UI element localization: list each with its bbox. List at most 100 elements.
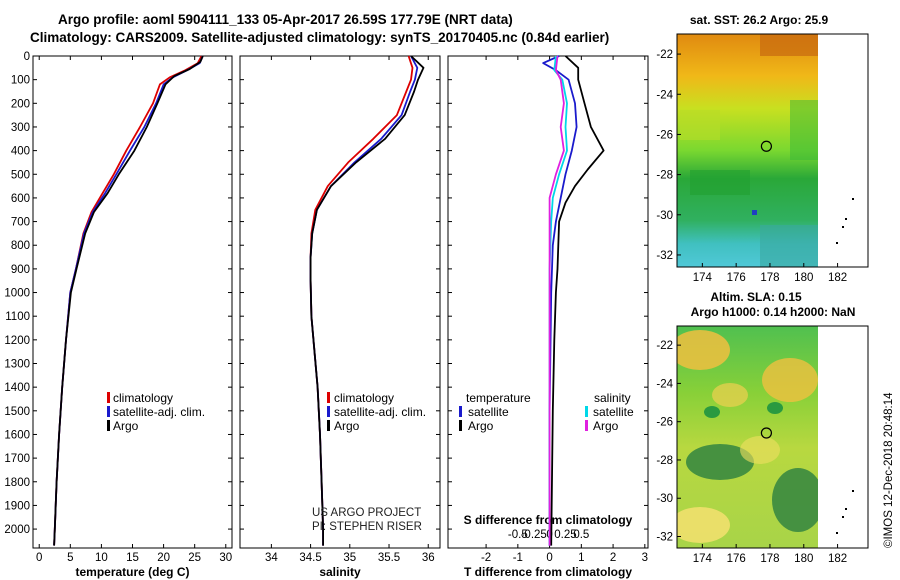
legend-title-temperature: temperature	[466, 391, 531, 405]
x-tick-label: 35.5	[378, 552, 400, 564]
map-y-tick-label: -28	[656, 170, 673, 182]
land-mask	[818, 34, 868, 267]
map-x-tick-label: 174	[693, 272, 713, 284]
salinity-legend: climatology satellite-adj. clim. Argo	[327, 391, 426, 433]
map-y-tick-label: -30	[656, 493, 673, 505]
x-tick-label: 0	[36, 552, 42, 564]
map-y-tick-label: -30	[656, 210, 673, 222]
depth-tick-label: 400	[11, 146, 30, 158]
depth-tick-label: 100	[11, 75, 30, 87]
depth-tick-label: 1200	[4, 335, 30, 347]
x-tick-label: 10	[95, 552, 108, 564]
profile-location-marker	[760, 140, 773, 152]
depth-tick-label: 1800	[4, 477, 30, 489]
x2-tick-label: -0.25	[521, 529, 547, 541]
series-line-satellite	[542, 55, 578, 546]
x-tick-label: -1	[513, 552, 523, 564]
x-axis-label: salinity	[319, 565, 361, 579]
profile-location-marker	[760, 427, 773, 439]
map-y-tick-label: -28	[656, 455, 673, 467]
map-x-tick-label: 180	[794, 272, 813, 284]
sst-map-title: sat. SST: 26.2 Argo: 25.9	[690, 13, 829, 27]
sst-map-axes: 174 176 178 180 182 -22 -24 -26 -28 -30 -32	[656, 49, 847, 284]
x-tick-label: 30	[219, 552, 232, 564]
depth-tick-label: 300	[11, 122, 30, 134]
depth-tick-label: 1700	[4, 453, 30, 465]
sst-map-frame	[676, 33, 869, 268]
x-tick-label: 1	[578, 552, 584, 564]
x-tick-label: -2	[481, 552, 491, 564]
depth-tick-label: 0	[24, 51, 30, 63]
salinity-profile-chart: 34 34.5 35 35.5 36 salinity	[239, 55, 441, 579]
depth-tick-label: 800	[11, 240, 30, 252]
temperature-legend: climatology satellite-adj. clim. Argo	[107, 391, 205, 433]
legend-swatch-salinity-satellite	[585, 406, 588, 417]
map-x-tick-label: 174	[693, 553, 713, 565]
sla-map-axes: 174 176 178 180 182 -22 -24 -26 -28 -30 -32	[656, 340, 847, 565]
map-x-tick-label: 178	[760, 553, 779, 565]
sla-texture	[677, 330, 818, 543]
depth-tick-label: 1500	[4, 406, 30, 418]
series-line-argo	[309, 55, 425, 546]
map-x-tick-label: 180	[794, 553, 813, 565]
sla-map-frame	[676, 325, 869, 549]
x-tick-label: 3	[642, 552, 648, 564]
x2-tick-label: 0.25	[554, 529, 576, 541]
legend-label-argo: Argo	[113, 419, 139, 433]
legend-swatch-argo	[107, 420, 110, 431]
legend-label-climatology: climatology	[334, 391, 394, 405]
x2-tick-label: -0.5	[508, 529, 528, 541]
legend-label-climatology: climatology	[113, 391, 173, 405]
legend-swatch-climatology	[327, 392, 330, 403]
credit-line-1: US ARGO PROJECT	[312, 507, 421, 519]
credit-line-2: PI: STEPHEN RISER	[312, 521, 422, 533]
depth-tick-label: 900	[11, 264, 30, 276]
plot-frame	[32, 55, 233, 549]
difference-profile-chart: -2 -1 0 1 2 3 T difference from climatology -0.…	[447, 55, 649, 579]
x-tick-label: 5	[67, 552, 73, 564]
depth-tick-label: 700	[11, 217, 30, 229]
legend-label-satellite: satellite-adj. clim.	[113, 405, 205, 419]
x-tick-label: 0	[546, 552, 552, 564]
header-line-2: Climatology: CARS2009. Satellite-adjuste…	[30, 30, 609, 45]
legend-title-salinity: salinity	[594, 391, 631, 405]
x-tick-label: 34.5	[299, 552, 321, 564]
x-tick-label: 15	[126, 552, 139, 564]
land-mask	[818, 326, 868, 548]
legend-swatch-temperature-argo	[459, 420, 462, 431]
depth-tick-label: 600	[11, 193, 30, 205]
legend-label-satellite: satellite-adj. clim.	[334, 405, 426, 419]
x-tick-label: 20	[157, 552, 170, 564]
map-x-tick-label: 176	[727, 272, 746, 284]
map-y-tick-label: -26	[656, 417, 673, 429]
header-line-1: Argo profile: aoml 5904111_133 05-Apr-20…	[58, 12, 513, 27]
x-tick-label: 36	[422, 552, 435, 564]
timestamp: ©IMOS 12-Dec-2018 20:48:14	[883, 392, 895, 548]
series-line-argo_salinity	[548, 55, 565, 546]
map-y-tick-label: -24	[656, 89, 673, 101]
x-tick-label: 25	[188, 552, 201, 564]
depth-tick-label: 1900	[4, 500, 30, 512]
sst-texture	[680, 34, 818, 267]
x-tick-label: 35	[343, 552, 356, 564]
plot-frame	[447, 55, 649, 549]
legend-label-argo: Argo	[334, 419, 360, 433]
map-y-tick-label: -32	[656, 532, 673, 544]
legend-swatch-argo	[327, 420, 330, 431]
x2-tick-label: 0.5	[573, 529, 589, 541]
map-x-tick-label: 176	[727, 553, 746, 565]
sla-map-title-1: Altim. SLA: 0.15	[710, 290, 802, 304]
depth-tick-label: 1600	[4, 429, 30, 441]
x2-axis-label: S difference from climatology	[464, 513, 633, 527]
map-y-tick-label: -26	[656, 129, 673, 141]
depth-tick-label: 2000	[4, 524, 30, 536]
temperature-profile-chart: 0100200300400500600700800900100011001200…	[4, 51, 233, 579]
legend-swatch-satellite	[327, 406, 330, 417]
depth-tick-label: 1100	[5, 311, 30, 323]
map-x-tick-label: 182	[828, 553, 847, 565]
x-tick-label: 34	[265, 552, 278, 564]
x-axis-label: T difference from climatology	[464, 565, 632, 579]
map-x-tick-label: 178	[760, 272, 779, 284]
island-dots	[836, 198, 854, 244]
